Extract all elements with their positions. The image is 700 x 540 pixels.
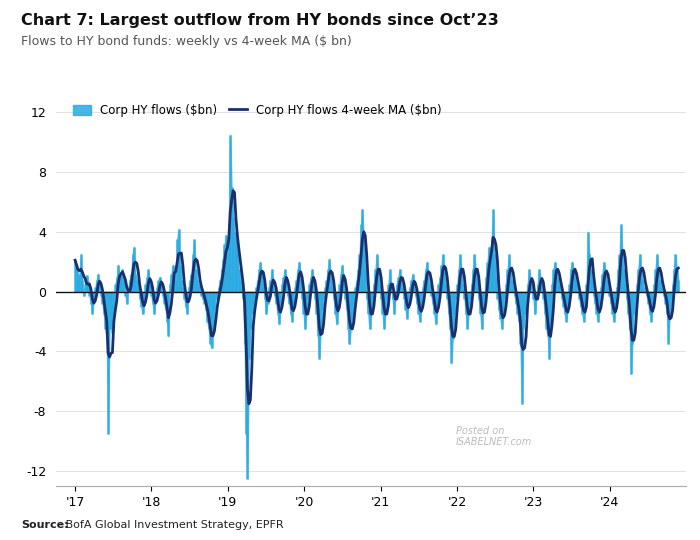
Text: Posted on
ISABELNET.com: Posted on ISABELNET.com <box>456 426 532 447</box>
Text: Source:: Source: <box>21 520 69 530</box>
Legend: Corp HY flows ($bn), Corp HY flows 4-week MA ($bn): Corp HY flows ($bn), Corp HY flows 4-wee… <box>68 99 447 122</box>
Text: Chart 7: Largest outflow from HY bonds since Oct’23: Chart 7: Largest outflow from HY bonds s… <box>21 14 498 29</box>
Text: Flows to HY bond funds: weekly vs 4-week MA ($ bn): Flows to HY bond funds: weekly vs 4-week… <box>21 35 351 48</box>
Text: BofA Global Investment Strategy, EPFR: BofA Global Investment Strategy, EPFR <box>62 520 284 530</box>
